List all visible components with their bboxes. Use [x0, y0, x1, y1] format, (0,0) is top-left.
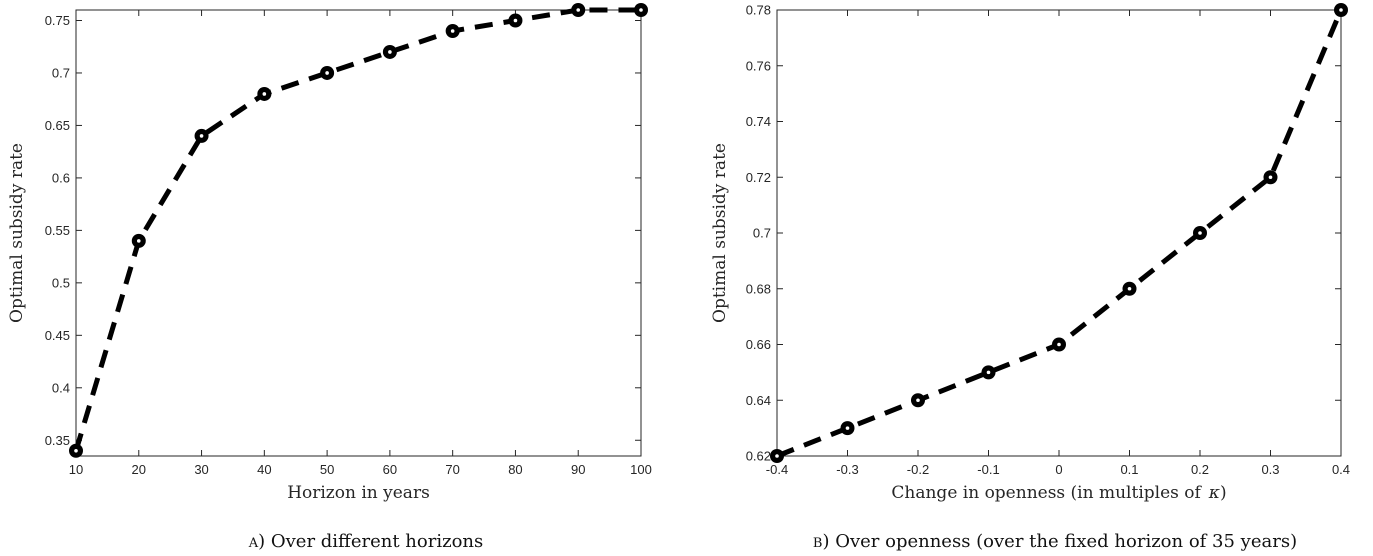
y-tick-label: 0.55	[45, 223, 70, 238]
x-tick-label: 100	[630, 462, 652, 477]
y-tick-label: 0.62	[746, 449, 771, 464]
data-point	[508, 13, 523, 28]
y-axis-title: Optimal subsidy rate	[710, 143, 730, 323]
data-point	[911, 393, 925, 408]
data-point-center	[775, 454, 779, 458]
y-tick-label: 0.65	[45, 118, 70, 133]
x-tick-label: -0.3	[836, 462, 858, 477]
panel-caption-text: ) Over openness (over the fixed horizon …	[822, 531, 1297, 552]
x-tick-label: 30	[194, 462, 208, 477]
x-axis-title-text: Horizon in years	[287, 483, 430, 503]
x-axis-title-suffix: )	[1220, 483, 1227, 503]
x-axis-title: Horizon in years	[287, 483, 430, 503]
y-tick-label: 0.72	[746, 170, 771, 185]
x-tick-label: 10	[69, 462, 83, 477]
y-tick-label: 0.74	[746, 114, 771, 129]
x-tick-label: -0.1	[977, 462, 999, 477]
x-tick-label: 40	[257, 462, 271, 477]
data-point-center	[74, 448, 78, 453]
data-point-center	[1268, 175, 1273, 180]
data-point	[445, 23, 460, 38]
data-point	[320, 65, 335, 80]
data-point-center	[325, 71, 329, 75]
data-point-center	[199, 134, 204, 138]
panel-caption-letter: a	[248, 531, 259, 552]
data-point	[1263, 170, 1278, 185]
x-tick-label: -0.4	[766, 462, 788, 477]
y-tick-label: 0.66	[746, 337, 771, 352]
y-tick-label: 0.4	[52, 380, 70, 395]
data-point	[1122, 281, 1137, 296]
x-tick-label: 0	[1055, 462, 1062, 477]
data-point	[634, 3, 648, 17]
data-point	[194, 128, 209, 143]
x-tick-label: 90	[571, 462, 585, 477]
panel-caption-text: ) Over different horizons	[258, 531, 483, 552]
y-tick-label: 0.68	[746, 281, 771, 296]
x-tick-label: 50	[320, 462, 334, 477]
data-point-center	[576, 8, 581, 12]
data-point-center	[513, 18, 518, 23]
data-point-center	[262, 92, 267, 96]
data-point-center	[845, 426, 850, 430]
panel-caption: a) Over different horizons	[248, 531, 484, 552]
x-tick-label: 0.4	[1332, 462, 1350, 477]
data-point-center	[1127, 286, 1132, 291]
plot-area-frame	[776, 9, 1342, 457]
data-point	[257, 86, 272, 101]
data-point-center	[388, 50, 392, 54]
data-point-center	[986, 370, 991, 375]
y-tick-label: 0.64	[746, 393, 771, 408]
data-point	[571, 3, 586, 17]
x-tick-label: 0.2	[1191, 462, 1209, 477]
y-tick-label: 0.7	[52, 65, 70, 80]
y-tick-label: 0.6	[52, 170, 70, 185]
y-tick-label: 0.76	[746, 58, 771, 73]
panel-caption-letter: b	[813, 531, 823, 552]
data-point	[69, 443, 83, 458]
data-point-center	[450, 29, 455, 33]
x-axis-title-symbol: κ	[1208, 483, 1220, 503]
x-tick-label: 70	[445, 462, 459, 477]
panel-caption: b) Over openness (over the fixed horizon…	[813, 531, 1297, 552]
data-point-center	[1057, 342, 1061, 347]
y-tick-label: 0.75	[45, 13, 70, 28]
data-point-center	[639, 8, 643, 12]
data-point	[1193, 226, 1207, 240]
data-point	[770, 449, 784, 463]
data-point	[840, 421, 855, 436]
x-tick-label: 20	[132, 462, 146, 477]
data-point-center	[1198, 231, 1202, 235]
data-point	[131, 233, 146, 248]
x-tick-label: 60	[383, 462, 397, 477]
series-line	[73, 7, 641, 452]
data-point-center	[916, 398, 920, 403]
x-tick-label: 0.3	[1261, 462, 1279, 477]
data-point	[382, 44, 397, 59]
data-point-center	[136, 239, 141, 243]
y-tick-label: 0.45	[45, 328, 70, 343]
x-tick-label: -0.2	[907, 462, 929, 477]
data-point-center	[1339, 8, 1343, 12]
y-tick-label: 0.78	[746, 3, 771, 18]
y-tick-label: 0.35	[45, 433, 70, 448]
x-tick-label: 0.1	[1120, 462, 1138, 477]
chart-panel-a: 10 20 30 40 50 60 70 80 90 100 0.35 0.4 0.45 0.5 0.55 0…	[7, 3, 652, 552]
x-tick-label: 80	[508, 462, 522, 477]
plot-area-frame	[75, 9, 642, 457]
y-tick-label: 0.7	[753, 226, 771, 241]
chart-panel-b: -0.4 -0.3 -0.2 -0.1 0 0.1 0.2 0.3 0.4 0.62 0.64 0.6…	[710, 3, 1350, 553]
y-tick-label: 0.5	[52, 275, 70, 290]
data-point	[1052, 337, 1066, 352]
data-point	[981, 365, 996, 380]
y-axis-title: Optimal subsidy rate	[7, 143, 27, 323]
x-axis-title-text: Change in openness (in multiples of	[891, 483, 1202, 503]
x-axis-title: Change in openness (in multiples of κ)	[891, 483, 1226, 503]
data-point	[1334, 3, 1348, 17]
